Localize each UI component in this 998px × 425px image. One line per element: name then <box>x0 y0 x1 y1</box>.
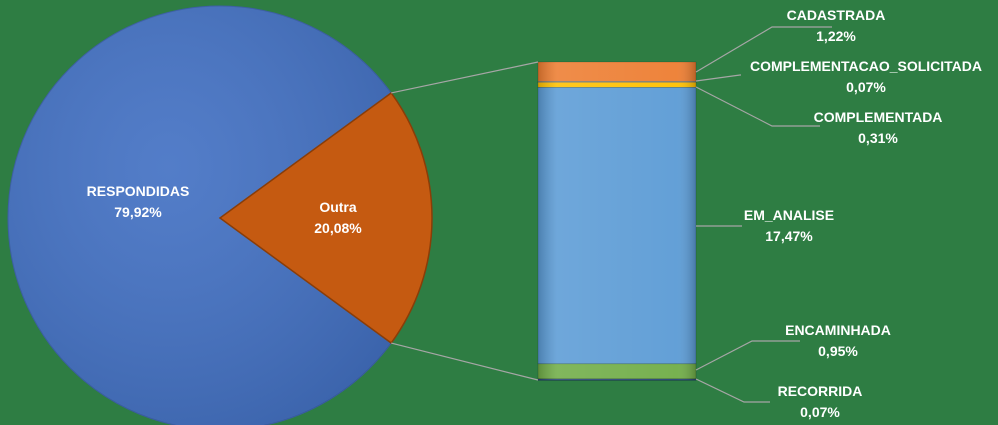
bar-value-recorrida: 0,07% <box>800 404 840 420</box>
pie-label-outra: Outra <box>319 199 357 215</box>
bar-value-complementada: 0,31% <box>858 130 898 146</box>
leader-line-encaminhada <box>695 340 800 371</box>
leader-line-complementacao-solicitada <box>695 74 741 82</box>
bar-label-recorrida: RECORRIDA <box>778 383 863 399</box>
bar-value-em-analise: 17,47% <box>765 228 813 244</box>
bar-value-complementacao-solicitada: 0,07% <box>846 79 886 95</box>
leader-line-recorrida <box>695 378 770 403</box>
pie-slice-outra <box>218 91 433 345</box>
leader-line-cadastrada <box>695 26 832 73</box>
bar-label-cadastrada: CADASTRADA <box>787 7 886 23</box>
bar-value-encaminhada: 0,95% <box>818 343 858 359</box>
bar-label-encaminhada: ENCAMINHADA <box>785 322 891 338</box>
bar-label-complementada: COMPLEMENTADA <box>814 109 943 125</box>
pie-slice-shading <box>8 6 392 425</box>
pie-label-respondidas: RESPONDIDAS <box>87 183 190 199</box>
connector-line-top <box>391 61 539 94</box>
bar-value-cadastrada: 1,22% <box>816 28 856 44</box>
pie-value-respondidas: 79,92% <box>114 204 162 220</box>
connector-line-bottom <box>391 342 539 381</box>
bar-shading <box>538 62 696 380</box>
bar-label-em-analise: EM_ANALISE <box>744 207 834 223</box>
pie-value-outra: 20,08% <box>314 220 362 236</box>
bar-label-complementacao-solicitada: COMPLEMENTACAO_SOLICITADA <box>750 58 982 74</box>
leader-line-complementada <box>695 86 820 127</box>
